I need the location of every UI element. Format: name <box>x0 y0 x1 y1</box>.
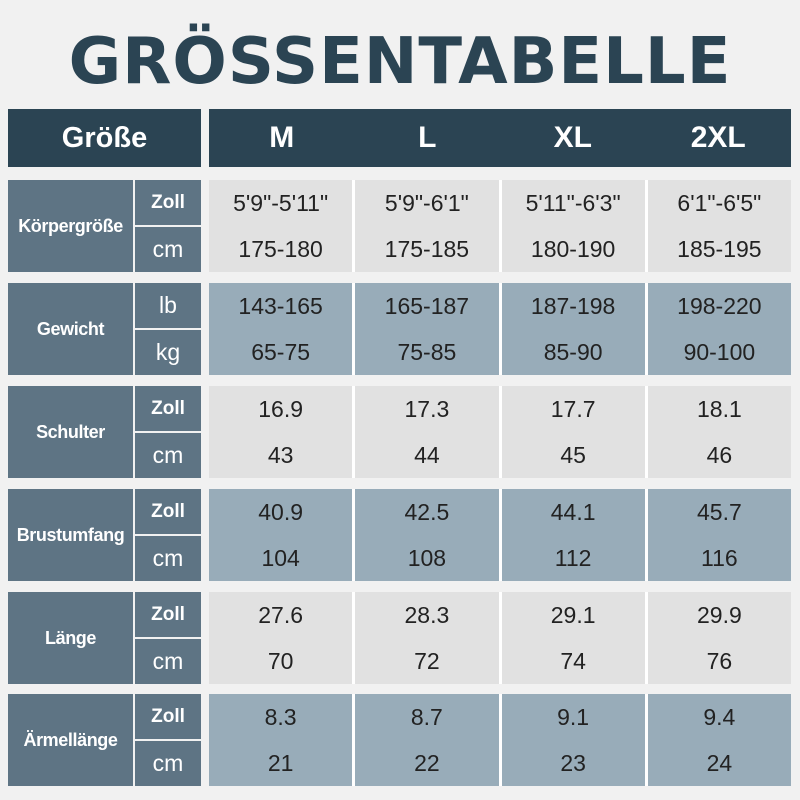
table-cell: 5'9"-6'1" <box>384 190 469 216</box>
row-unit-label: lb <box>135 283 201 328</box>
row-category-label: Brustumfang <box>8 489 133 581</box>
table-cell: 29.1 <box>550 602 596 628</box>
table-cell: 9.1 <box>557 704 590 730</box>
table-cell: 76 <box>706 648 733 674</box>
table-cell: 187-198 <box>530 293 616 319</box>
row-category-label: Gewicht <box>8 283 133 375</box>
row-unit-label: kg <box>135 330 201 375</box>
row-unit-label: cm <box>135 741 201 786</box>
size-header-m: M <box>269 121 295 154</box>
row-category-label: Ärmellänge <box>8 694 133 786</box>
table-cell: 44 <box>414 442 440 468</box>
table-cell: 17.7 <box>550 396 596 422</box>
table-cell: 23 <box>560 750 586 776</box>
table-row-gewicht: Gewicht lb kg 143-165 65-75 165-187 75-85 … <box>8 283 791 375</box>
row-values: 8.3 21 8.7 22 9.1 23 9.4 24 <box>209 694 791 786</box>
table-cell: 185-195 <box>677 236 762 262</box>
table-cell: 46 <box>706 442 733 468</box>
table-cell: 44.1 <box>550 499 596 525</box>
table-row-koerpergroesse: Körpergröße Zoll cm 5'9"-5'11" 175-180 5'… <box>8 180 791 272</box>
row-unit-label: Zoll <box>135 694 201 739</box>
row-values: 5'9"-5'11" 175-180 5'9"-6'1" 175-185 5'11"… <box>209 180 791 272</box>
table-cell: 6'1"-6'5" <box>677 190 762 216</box>
table-cell: 5'11"-6'3" <box>525 190 621 216</box>
table-cell: 75-85 <box>397 339 457 365</box>
table-cell: 175-185 <box>384 236 470 262</box>
row-unit-label: cm <box>135 639 201 684</box>
size-header-xl: XL <box>553 121 592 154</box>
table-cell: 180-190 <box>530 236 616 262</box>
table-cell: 29.9 <box>696 602 742 628</box>
table-cell: 24 <box>706 750 733 776</box>
row-values: 27.6 70 28.3 72 29.1 74 29.9 76 <box>209 592 791 684</box>
table-cell: 40.9 <box>258 499 303 525</box>
table-row-schulter: Schulter Zoll cm 16.9 43 17.3 44 17.7 45 18… <box>8 386 791 478</box>
table-cell: 8.3 <box>264 704 297 730</box>
row-category-label: Schulter <box>8 386 133 478</box>
table-cell: 65-75 <box>251 339 311 365</box>
table-row-aermellaenge: Ärmellänge Zoll cm 8.3 21 8.7 22 9.1 23 9.4… <box>8 694 791 786</box>
table-cell: 198-220 <box>677 293 762 319</box>
page-title: GRÖSSENTABELLE <box>68 25 732 99</box>
row-unit-label: cm <box>135 536 201 581</box>
table-cell: 45.7 <box>696 499 742 525</box>
table-cell: 116 <box>701 545 738 571</box>
row-unit-label: Zoll <box>135 592 201 637</box>
table-cell: 8.7 <box>410 704 443 730</box>
size-header-2xl: 2XL <box>690 121 746 154</box>
row-category-label: Länge <box>8 592 133 684</box>
row-category-label: Körpergröße <box>8 180 133 272</box>
row-unit-label: cm <box>135 433 201 478</box>
table-cell: 74 <box>560 648 586 674</box>
size-header-row: M L XL 2XL <box>209 109 791 167</box>
row-values: 16.9 43 17.3 44 17.7 45 18.1 46 <box>209 386 791 478</box>
table-cell: 43 <box>267 442 294 468</box>
row-values: 143-165 65-75 165-187 75-85 187-198 85-90 1… <box>209 283 791 375</box>
table-cell: 28.3 <box>404 602 450 628</box>
table-cell: 165-187 <box>384 293 470 319</box>
table-cell: 18.1 <box>696 396 742 422</box>
table-cell: 5'9"-5'11" <box>233 190 329 216</box>
row-values: 40.9 104 42.5 108 44.1 112 45.7 116 <box>209 489 791 581</box>
row-unit-label: Zoll <box>135 180 201 225</box>
table-cell: 45 <box>560 442 586 468</box>
table-cell: 112 <box>554 545 592 571</box>
table-cell: 72 <box>414 648 440 674</box>
table-row-laenge: Länge Zoll cm 27.6 70 28.3 72 29.1 74 29.9 7… <box>8 592 791 684</box>
table-cell: 85-90 <box>543 339 603 365</box>
table-cell: 90-100 <box>683 339 756 365</box>
size-header-label: Größe <box>8 109 201 167</box>
table-cell: 17.3 <box>404 396 450 422</box>
row-unit-label: Zoll <box>135 489 201 534</box>
table-cell: 22 <box>414 750 440 776</box>
table-cell: 70 <box>267 648 294 674</box>
table-cell: 104 <box>261 545 300 571</box>
table-row-brustumfang: Brustumfang Zoll cm 40.9 104 42.5 108 44.1… <box>8 489 791 581</box>
size-header-l: L <box>418 121 437 154</box>
table-cell: 108 <box>407 545 447 571</box>
row-unit-label: cm <box>135 227 201 272</box>
table-cell: 143-165 <box>238 293 323 319</box>
table-cell: 9.4 <box>703 704 736 730</box>
row-unit-label: Zoll <box>135 386 201 431</box>
table-cell: 27.6 <box>258 602 303 628</box>
table-cell: 16.9 <box>258 396 303 422</box>
table-cell: 21 <box>267 750 294 776</box>
table-cell: 42.5 <box>404 499 450 525</box>
table-cell: 175-180 <box>238 236 323 262</box>
